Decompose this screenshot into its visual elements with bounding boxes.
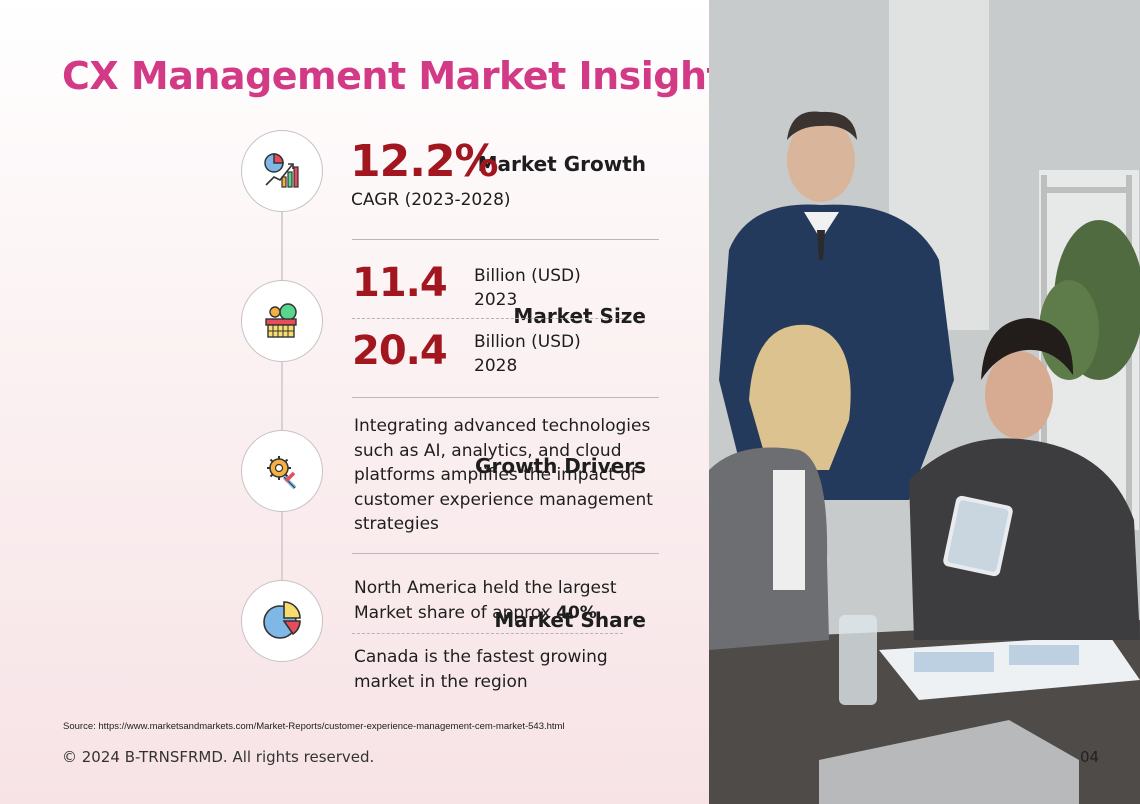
market-growth-icon-circle (241, 130, 323, 212)
growth-chart-icon (264, 153, 299, 188)
gear-tools-icon (267, 456, 297, 490)
growth-drivers-icon-circle (241, 430, 323, 512)
market-growth-label: Market Growth (477, 152, 646, 176)
market-share-icon-circle (241, 580, 323, 662)
market-size-2023-unit: Billion (USD) (474, 266, 581, 286)
team-photo-illustration (709, 0, 1140, 804)
market-growth-value: 12.2% (350, 136, 499, 187)
source-citation: Source: https://www.marketsandmarkets.co… (63, 721, 565, 732)
page-number: 04 (1080, 748, 1100, 766)
growth-drivers-label: Growth Drivers (475, 454, 646, 478)
team-photo (709, 0, 1140, 804)
market-size-2023-value: 11.4 (352, 260, 448, 306)
divider (352, 397, 659, 398)
market-size-2023-year: 2023 (474, 290, 518, 310)
growth-drivers-text: Integrating advanced technologies such a… (354, 416, 653, 534)
market-share-text-canada: Canada is the fastest growing market in … (354, 647, 608, 692)
market-share-text-prefix: North America held the largest Market sh… (354, 578, 617, 623)
market-share-text-north-america: North America held the largest Market sh… (354, 576, 654, 625)
market-share-percentage: 40% (556, 602, 597, 623)
market-share-label: Market Share (494, 608, 646, 632)
market-basket-icon (265, 303, 297, 338)
dashed-divider (352, 633, 623, 634)
copyright: © 2024 B-TRNSFRMD. All rights reserved. (62, 748, 375, 766)
market-size-2028-year: 2028 (474, 356, 518, 376)
market-growth-caption: CAGR (2023-2028) (351, 190, 511, 210)
content-panel (0, 0, 709, 804)
timeline-line (281, 210, 283, 582)
market-size-label: Market Size (513, 304, 646, 328)
divider (352, 553, 659, 554)
divider (352, 239, 659, 240)
market-size-icon-circle (241, 280, 323, 362)
pie-chart-icon (263, 601, 301, 639)
market-size-2028-unit: Billion (USD) (474, 332, 581, 352)
page-title: CX Management Market Insights (62, 54, 747, 98)
dashed-divider (352, 318, 623, 319)
market-size-2028-value: 20.4 (352, 328, 448, 374)
